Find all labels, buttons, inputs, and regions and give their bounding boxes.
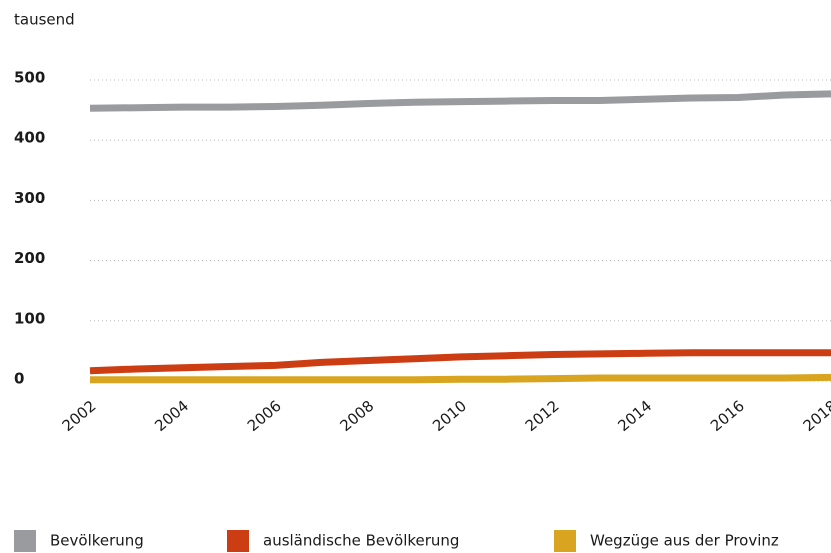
legend-swatch [227,530,249,552]
line [90,373,831,384]
x-tick-label: 2004 [151,397,192,435]
y-tick-label: 200 [14,249,45,267]
x-tick-label: 2016 [707,397,748,435]
y-tick-label: 400 [14,129,45,147]
x-tick-label: 2014 [614,397,655,435]
legend-label: Wegzüge aus der Provinz [590,532,779,550]
y-tick-label: 100 [14,309,45,327]
y-tick-label: 500 [14,69,45,87]
legend-label: ausländische Bevölkerung [263,532,459,550]
y-tick-label: 300 [14,189,45,207]
x-tick-label: 2010 [429,397,470,435]
legend-label: Bevölkerung [50,532,144,550]
x-tick-label: 2006 [244,397,285,435]
x-tick-label: 2012 [522,397,563,435]
y-axis-label: tausend [14,11,75,29]
x-tick-label: 2008 [337,397,378,435]
x-tick-label: 2018 [800,397,831,435]
legend-swatch [554,530,576,552]
line [89,349,831,375]
x-tick-label: 2002 [59,397,100,435]
y-tick-label: 0 [14,370,24,388]
legend-swatch [14,530,36,552]
line [89,90,831,112]
